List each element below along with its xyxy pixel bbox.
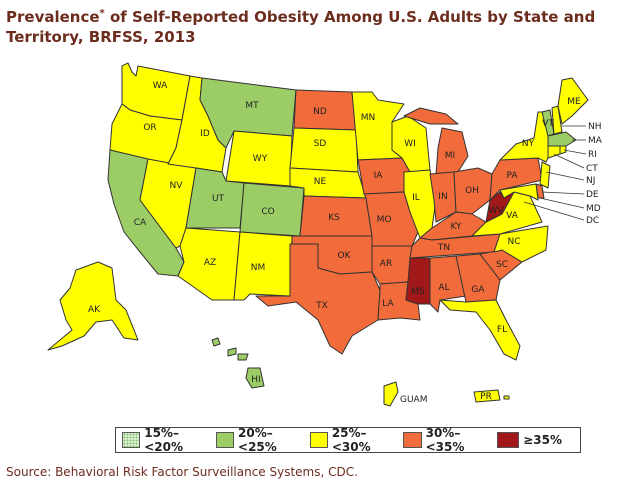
label-ri: RI (588, 150, 597, 160)
territory-pr-island (503, 395, 510, 400)
state-nj[interactable] (539, 161, 551, 189)
territory-pr[interactable] (473, 389, 501, 403)
label-tx: TX (315, 301, 328, 311)
legend-label-20-25: 20%–<25% (238, 426, 277, 454)
label-de: DE (586, 190, 599, 200)
title-asterisk: * (99, 8, 105, 19)
label-mt: MT (245, 101, 259, 111)
label-ca: CA (134, 218, 147, 228)
label-ut: UT (212, 194, 225, 204)
label-md: MD (586, 204, 601, 214)
callout-lines (523, 125, 587, 221)
state-ak[interactable] (47, 261, 139, 351)
label-nv: NV (170, 181, 184, 191)
map-title: Prevalence* of Self-Reported Obesity Amo… (6, 4, 612, 47)
label-ks: KS (328, 213, 340, 223)
state-nh[interactable] (551, 105, 563, 135)
label-ne: NE (314, 177, 327, 187)
label-sd: SD (314, 139, 327, 149)
label-il: IL (412, 193, 420, 203)
legend-swatch-15-20 (122, 432, 141, 448)
state-md[interactable] (499, 183, 539, 201)
state-ia[interactable] (357, 157, 411, 195)
label-co: CO (261, 207, 274, 217)
source-note: Source: Behavioral Risk Factor Surveilla… (6, 465, 358, 479)
label-ok: OK (338, 251, 352, 261)
label-va: VA (506, 211, 519, 221)
label-wi: WI (404, 139, 416, 149)
legend-item-30-35: 30%–<35% (403, 426, 485, 454)
legend-swatch-30-35 (403, 432, 422, 448)
label-tn: TN (437, 243, 450, 253)
label-hi: HI (251, 375, 260, 385)
label-ny: NY (522, 139, 535, 149)
label-mo: MO (377, 215, 392, 225)
legend-swatch-35-plus (497, 432, 520, 448)
label-mn: MN (361, 113, 376, 123)
label-in: IN (438, 192, 447, 202)
state-hi-2[interactable] (227, 347, 237, 357)
label-ky: KY (450, 222, 462, 232)
label-ms: MS (411, 287, 425, 297)
label-id: ID (200, 129, 210, 139)
label-ct: CT (586, 164, 598, 174)
state-hi-4[interactable] (245, 367, 265, 389)
label-me: ME (567, 97, 581, 107)
state-tx[interactable] (255, 243, 381, 355)
label-dc: DC (586, 216, 599, 226)
legend-item-20-25: 20%–<25% (215, 426, 298, 454)
label-ma: MA (588, 136, 603, 146)
label-ar: AR (380, 259, 392, 269)
label-mi: MI (445, 151, 455, 161)
label-sc: SC (496, 260, 508, 270)
state-in[interactable] (429, 171, 457, 223)
label-ak: AK (88, 305, 101, 315)
state-mt[interactable] (199, 77, 297, 149)
legend: 15%–<20% 20%–<25% 25%–<30% 30%–<35% ≥35% (115, 426, 581, 454)
label-ia: IA (374, 171, 384, 181)
legend-item-15-20: 15%–<20% (122, 426, 204, 454)
label-al: AL (438, 283, 449, 293)
label-wy: WY (253, 154, 268, 164)
state-ms[interactable] (405, 257, 431, 305)
territory-guam[interactable] (383, 381, 399, 407)
label-nj: NJ (586, 176, 595, 186)
state-mi-up[interactable] (403, 107, 459, 125)
label-pr: PR (480, 392, 492, 402)
label-vt: VT (542, 119, 554, 129)
label-pa: PA (506, 171, 518, 181)
label-nm: NM (251, 263, 266, 273)
label-oh: OH (465, 186, 479, 196)
label-ga: GA (471, 285, 485, 295)
state-hi-1[interactable] (211, 337, 221, 347)
label-az: AZ (204, 258, 216, 268)
label-fl: FL (497, 325, 507, 335)
title-text-pre: Prevalence (6, 8, 100, 26)
state-fl[interactable] (439, 299, 521, 361)
title-text-post: of Self-Reported Obesity Among U.S. Adul… (6, 8, 596, 46)
legend-item-25-30: 25%–<30% (309, 426, 392, 454)
legend-swatch-25-30 (309, 432, 328, 448)
legend-label-15-20: 15%–<20% (144, 426, 183, 454)
label-or: OR (143, 123, 156, 133)
state-me[interactable] (557, 77, 589, 125)
legend-item-35-plus: ≥35% (497, 432, 562, 448)
state-ri[interactable] (559, 145, 567, 155)
state-hi-3[interactable] (237, 353, 249, 361)
label-la: LA (382, 299, 394, 309)
legend-label-25-30: 25%–<30% (331, 426, 371, 454)
state-ma[interactable] (547, 131, 577, 147)
label-nc: NC (507, 237, 520, 247)
legend-label-30-35: 30%–<35% (425, 426, 465, 454)
legend-label-35-plus: ≥35% (523, 433, 562, 447)
state-sd[interactable] (289, 127, 359, 173)
label-wv: WV (488, 206, 504, 216)
label-nh: NH (588, 122, 602, 132)
label-guam: GUAM (400, 395, 427, 405)
label-nd: ND (313, 107, 327, 117)
legend-swatch-20-25 (215, 432, 235, 448)
label-wa: WA (153, 81, 168, 91)
